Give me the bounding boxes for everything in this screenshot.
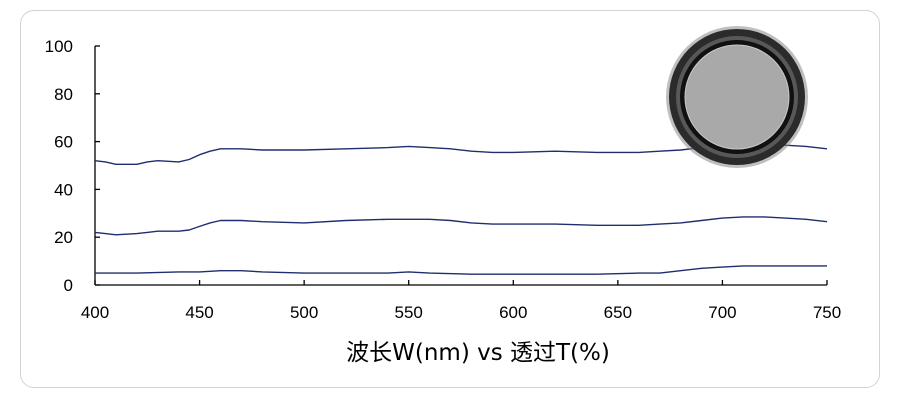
y-tick-label: 0	[64, 276, 73, 295]
series-line-2	[94, 216, 828, 236]
y-tick-label: 20	[54, 228, 73, 247]
y-tick-label: 60	[54, 133, 73, 152]
y-tick-label: 100	[45, 37, 73, 56]
series-line-3	[95, 265, 827, 275]
x-tick-label: 650	[604, 303, 632, 322]
filter-icon	[666, 26, 808, 168]
y-tick-label: 40	[54, 180, 73, 199]
x-tick-label: 550	[395, 303, 423, 322]
x-axis-label: 波长W(nm) vs 透过T(%)	[346, 340, 610, 366]
x-tick-label: 750	[813, 303, 841, 322]
x-tick-label: 400	[81, 303, 109, 322]
y-tick-label: 80	[54, 85, 73, 104]
x-tick-label: 600	[499, 303, 527, 322]
x-tick-label: 500	[290, 303, 318, 322]
x-tick-label: 700	[708, 303, 736, 322]
chart-axes: 0 20 40 60 80 100 400 450 500 550 600 650 700 750	[45, 37, 842, 322]
x-tick-label: 450	[185, 303, 213, 322]
